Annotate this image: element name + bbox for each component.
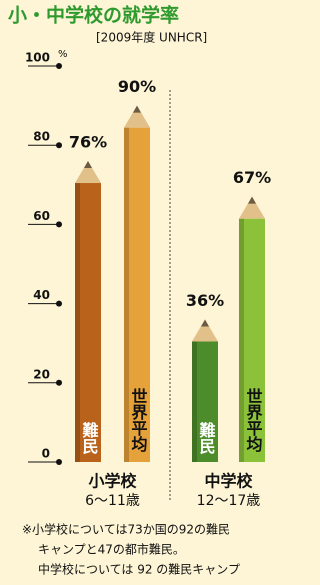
chart: 小・中学校の就学率 [2009年度 UNHCR] 0 20 40 60 80 100% 小学… [0,0,287,585]
value-label: 90% [118,77,156,96]
tick-dot [56,63,62,69]
bar-shade [75,183,80,462]
y-tick-label: 60 [33,209,50,223]
x-tick-sublabel: 6〜11歳 [85,493,140,509]
y-tick-label: 100 [25,51,50,65]
x-tick-label: 小学校 [88,472,137,491]
legend-label: 難民 [197,421,216,455]
footnote: 中学校については 92 の難民キャンプ [38,562,240,577]
legend-label: 世界平均 [129,388,148,453]
value-label: 76% [69,133,107,152]
tick-dot [56,380,62,386]
y-tick-label: 80 [33,130,50,144]
y-tick-label: 0 [42,447,50,461]
tick-dot [56,221,62,227]
legend-label: 難民 [80,421,99,455]
value-label: 36% [186,291,224,310]
footnote: ※小学校については73か国の92の難民 [22,522,230,537]
footnote: キャンプと47の都市難民。 [38,542,185,557]
x-tick-sublabel: 12〜17歳 [197,493,261,509]
y-tick-label: 20 [33,367,50,381]
legend-label: 世界平均 [244,388,263,453]
y-unit: % [58,49,68,60]
x-tick-label: 中学校 [204,472,253,491]
chart-title: 小・中学校の就学率 [8,4,179,27]
tick-dot [56,301,62,307]
tick-dot [56,459,62,465]
y-tick-label: 40 [33,288,50,302]
tick-dot [56,142,62,148]
value-label: 67% [233,168,271,187]
chart-subtitle: [2009年度 UNHCR] [96,30,207,45]
